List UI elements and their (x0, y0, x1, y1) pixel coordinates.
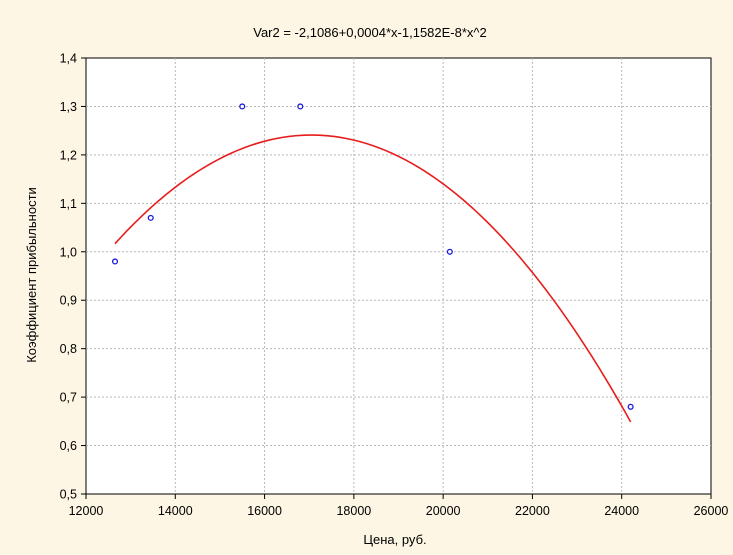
x-tick-label: 22000 (515, 504, 550, 518)
y-tick-label: 0,6 (60, 439, 77, 453)
data-point (239, 103, 246, 110)
grid-lines (86, 58, 711, 494)
x-tick-label: 24000 (604, 504, 639, 518)
data-points (111, 103, 634, 410)
data-point (446, 248, 453, 255)
data-point (627, 403, 634, 410)
data-point (111, 258, 119, 265)
y-tick-label: 1,1 (60, 197, 77, 211)
y-tick-label: 0,9 (60, 294, 77, 308)
y-tick-label: 1,0 (60, 245, 77, 259)
x-axis-ticks: 12000 14000 16000 18000 20000 22000 24000 26000 (69, 494, 729, 518)
fit-curve-group (114, 134, 632, 423)
x-axis-label: Цена, руб. (363, 532, 426, 547)
y-tick-label: 1,2 (60, 148, 77, 162)
y-tick-label: 0,8 (60, 342, 77, 356)
fit-curve (114, 134, 632, 423)
x-tick-label: 16000 (247, 504, 282, 518)
y-tick-label: 1,4 (60, 52, 77, 66)
x-tick-label: 14000 (158, 504, 193, 518)
x-tick-label: 20000 (426, 504, 461, 518)
x-tick-label: 18000 (336, 504, 371, 518)
plot-area (85, 57, 712, 495)
x-tick-label: 12000 (69, 504, 104, 518)
data-point (297, 103, 304, 110)
y-tick-label: 0,7 (60, 391, 77, 405)
y-tick-label: 1,3 (60, 100, 77, 114)
y-axis-label: Коэффициент прибыльности (24, 187, 39, 363)
chart-title: Var2 = -2,1086+0,0004*x-1,1582E-8*x^2 (253, 25, 487, 40)
y-tick-label: 0,5 (60, 488, 77, 502)
x-tick-label: 26000 (694, 504, 729, 518)
data-point (147, 214, 154, 221)
y-axis-ticks: 0,5 0,6 0,7 0,8 0,9 1,0 1,1 1,2 1,3 1,4 (60, 52, 86, 502)
